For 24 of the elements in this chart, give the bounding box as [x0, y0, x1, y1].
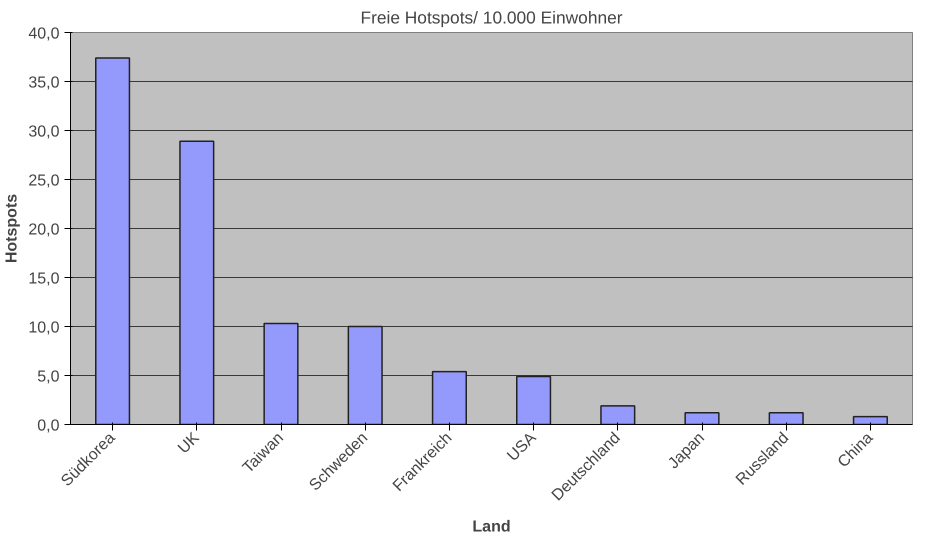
y-tick-label: 20,0	[28, 222, 60, 238]
y-tick-label: 5,0	[37, 368, 60, 386]
y-tick-label: 25,0	[28, 172, 60, 190]
x-tick-label: USA	[504, 429, 540, 465]
y-tick-label: 10,0	[28, 320, 60, 336]
bar	[179, 140, 214, 424]
x-axis-title: Land	[472, 518, 511, 536]
y-axis-title: Hotspots	[3, 194, 20, 264]
bar	[95, 57, 130, 424]
bar	[516, 376, 552, 424]
bar	[432, 370, 467, 424]
y-tick-label: 40,0	[28, 26, 60, 42]
bar	[684, 412, 720, 424]
bar	[348, 326, 383, 424]
x-tick-label: UK	[175, 429, 204, 458]
bar	[263, 322, 299, 424]
bar	[852, 416, 888, 424]
bar	[600, 405, 636, 424]
y-tick-label: 30,0	[28, 124, 60, 140]
bar	[768, 412, 804, 424]
y-tick-label: 15,0	[28, 270, 60, 288]
y-tick-label: 0,0	[37, 418, 60, 434]
chart-title: Freie Hotspots/ 10.000 Einwohner	[360, 8, 623, 28]
y-tick-label: 35,0	[28, 74, 60, 92]
